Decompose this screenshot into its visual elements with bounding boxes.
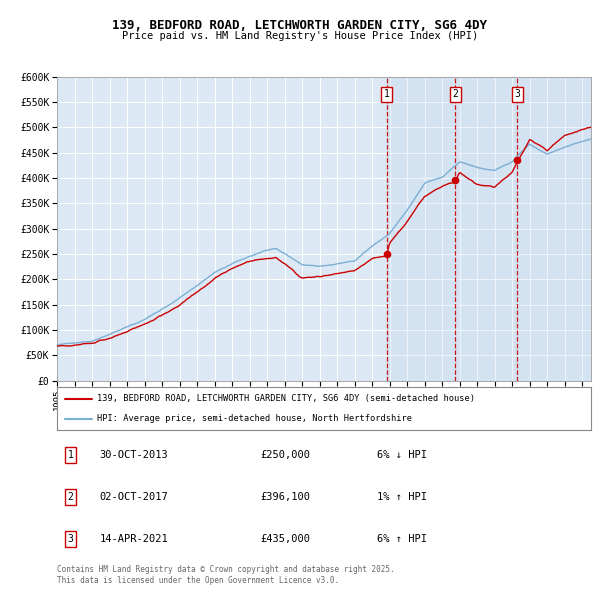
Text: 139, BEDFORD ROAD, LETCHWORTH GARDEN CITY, SG6 4DY: 139, BEDFORD ROAD, LETCHWORTH GARDEN CIT… — [113, 19, 487, 32]
Text: Price paid vs. HM Land Registry's House Price Index (HPI): Price paid vs. HM Land Registry's House … — [122, 31, 478, 41]
Text: £396,100: £396,100 — [260, 492, 310, 502]
Text: 6% ↑ HPI: 6% ↑ HPI — [377, 534, 427, 544]
Text: HPI: Average price, semi-detached house, North Hertfordshire: HPI: Average price, semi-detached house,… — [97, 414, 412, 424]
Text: 1: 1 — [384, 90, 389, 100]
Text: Contains HM Land Registry data © Crown copyright and database right 2025.
This d: Contains HM Land Registry data © Crown c… — [57, 565, 395, 585]
Text: 1% ↑ HPI: 1% ↑ HPI — [377, 492, 427, 502]
Text: 6% ↓ HPI: 6% ↓ HPI — [377, 450, 427, 460]
Text: 30-OCT-2013: 30-OCT-2013 — [100, 450, 169, 460]
Text: 139, BEDFORD ROAD, LETCHWORTH GARDEN CITY, SG6 4DY (semi-detached house): 139, BEDFORD ROAD, LETCHWORTH GARDEN CIT… — [97, 394, 475, 403]
Text: £435,000: £435,000 — [260, 534, 310, 544]
Text: 1: 1 — [67, 450, 73, 460]
Text: 14-APR-2021: 14-APR-2021 — [100, 534, 169, 544]
Text: 3: 3 — [67, 534, 73, 544]
Text: 2: 2 — [452, 90, 458, 100]
Text: £250,000: £250,000 — [260, 450, 310, 460]
Text: 3: 3 — [514, 90, 520, 100]
Bar — [386, 77, 591, 381]
Text: 02-OCT-2017: 02-OCT-2017 — [100, 492, 169, 502]
Text: 2: 2 — [67, 492, 73, 502]
